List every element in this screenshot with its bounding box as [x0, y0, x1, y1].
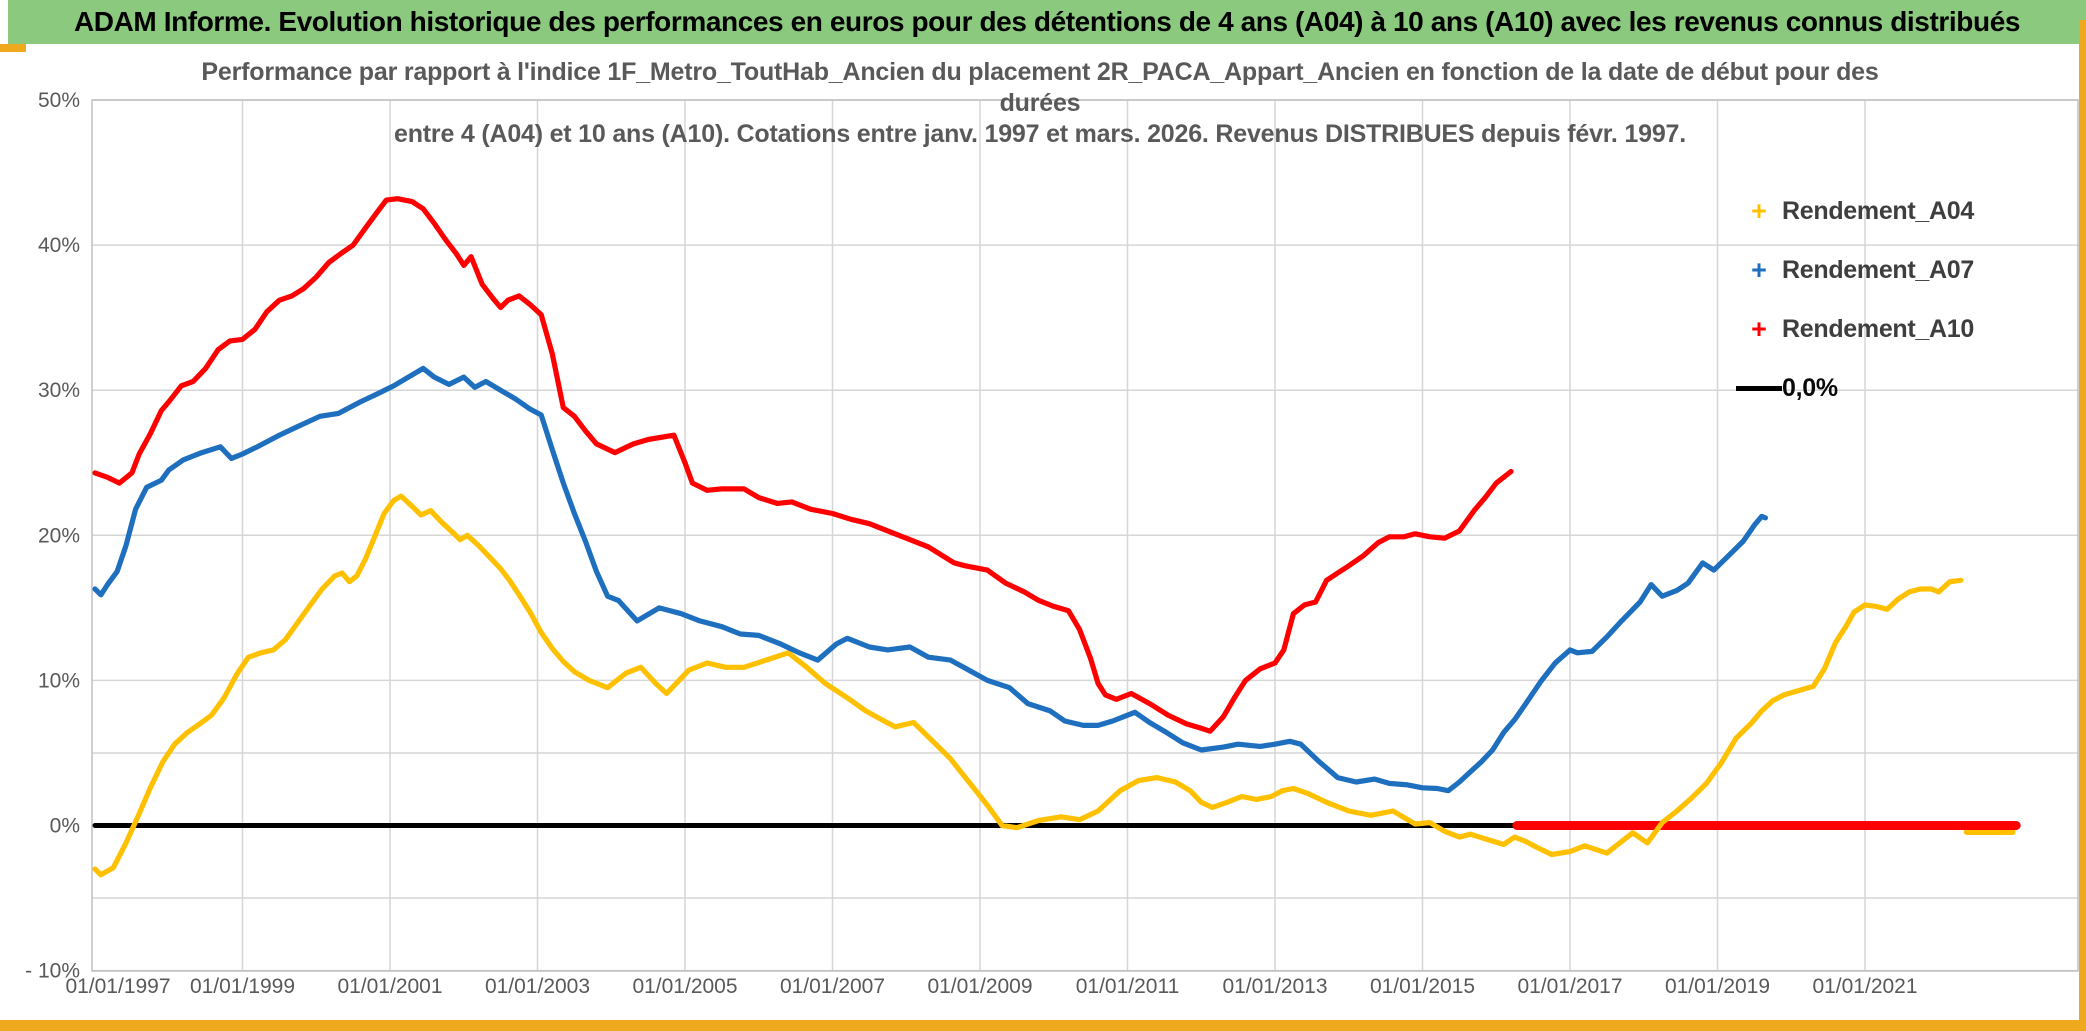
x-tick-label-2003: 01/01/2003	[485, 975, 590, 998]
x-tick-label-2013: 01/01/2013	[1222, 975, 1327, 998]
y-tick-label-10: 10%	[38, 669, 80, 692]
chart-title-line-2: durées	[999, 89, 1081, 117]
x-tick-label-2017: 01/01/2017	[1517, 975, 1622, 998]
x-tick-label-2005: 01/01/2005	[632, 975, 737, 998]
legend-label: Rendement_A04	[1782, 197, 1974, 225]
y-tick-label-20: 20%	[38, 524, 80, 547]
x-tick-label-1997: 01/01/1997	[65, 975, 170, 998]
plot-border	[91, 99, 2079, 972]
legend-item-rendement-a04: + Rendement_A04	[1736, 182, 1974, 241]
legend-item-0-0-: 0,0%	[1736, 359, 1974, 418]
zero-line-icon	[1736, 386, 1782, 391]
series-rendement_a07	[92, 365, 1769, 794]
legend-zero-line-swatch	[1736, 386, 1782, 391]
series-rendement_a10	[92, 196, 1514, 734]
legend-item-rendement-a07: + Rendement_A07	[1736, 241, 1974, 300]
y-tick-label-40: 40%	[38, 234, 80, 257]
chart-title: Performance par rapport à l'indice 1F_Me…	[140, 57, 1940, 150]
x-tick-label-2011: 01/01/2011	[1076, 975, 1180, 998]
legend-item-rendement-a10: + Rendement_A10	[1736, 300, 1974, 359]
y-tick-label-50: 50%	[38, 89, 80, 112]
x-tick-label-1999: 01/01/1999	[190, 975, 295, 998]
x-tick-label-2009: 01/01/2009	[927, 975, 1032, 998]
legend-label: 0,0%	[1782, 374, 1838, 402]
gold-border-right	[2079, 20, 2086, 1020]
legend-label: Rendement_A10	[1782, 315, 1974, 343]
chart-title-line-1: Performance par rapport à l'indice 1F_Me…	[201, 58, 1879, 86]
chart-title-line-3: entre 4 (A04) et 10 ans (A10). Cotations…	[394, 120, 1686, 148]
x-tick-label-2015: 01/01/2015	[1370, 975, 1475, 998]
y-tick-label-30: 30%	[38, 379, 80, 402]
x-tick-label-2001: 01/01/2001	[337, 975, 442, 998]
legend-label: Rendement_A07	[1782, 256, 1974, 284]
gold-border-bottom	[0, 1020, 2086, 1031]
y-tick-label--10: - 10%	[25, 960, 80, 983]
x-tick-label-2021: 01/01/2021	[1812, 975, 1917, 998]
x-tick-label-2007: 01/01/2007	[780, 975, 885, 998]
gold-border-top-left	[0, 44, 26, 52]
plus-marker-icon: +	[1751, 255, 1767, 285]
chart-header-title: ADAM Informe. Evolution historique des p…	[73, 6, 2021, 37]
plus-marker-icon: +	[1751, 196, 1767, 226]
chart-header-banner: ADAM Informe. Evolution historique des p…	[8, 0, 2086, 44]
y-tick-label-0: 0%	[50, 815, 80, 838]
x-tick-label-2019: 01/01/2019	[1665, 975, 1770, 998]
chart-legend: + Rendement_A04 + Rendement_A07 + Rendement_A…	[1736, 182, 1974, 418]
plus-marker-icon: +	[1751, 314, 1767, 344]
series-rendement_a04	[92, 493, 1964, 878]
